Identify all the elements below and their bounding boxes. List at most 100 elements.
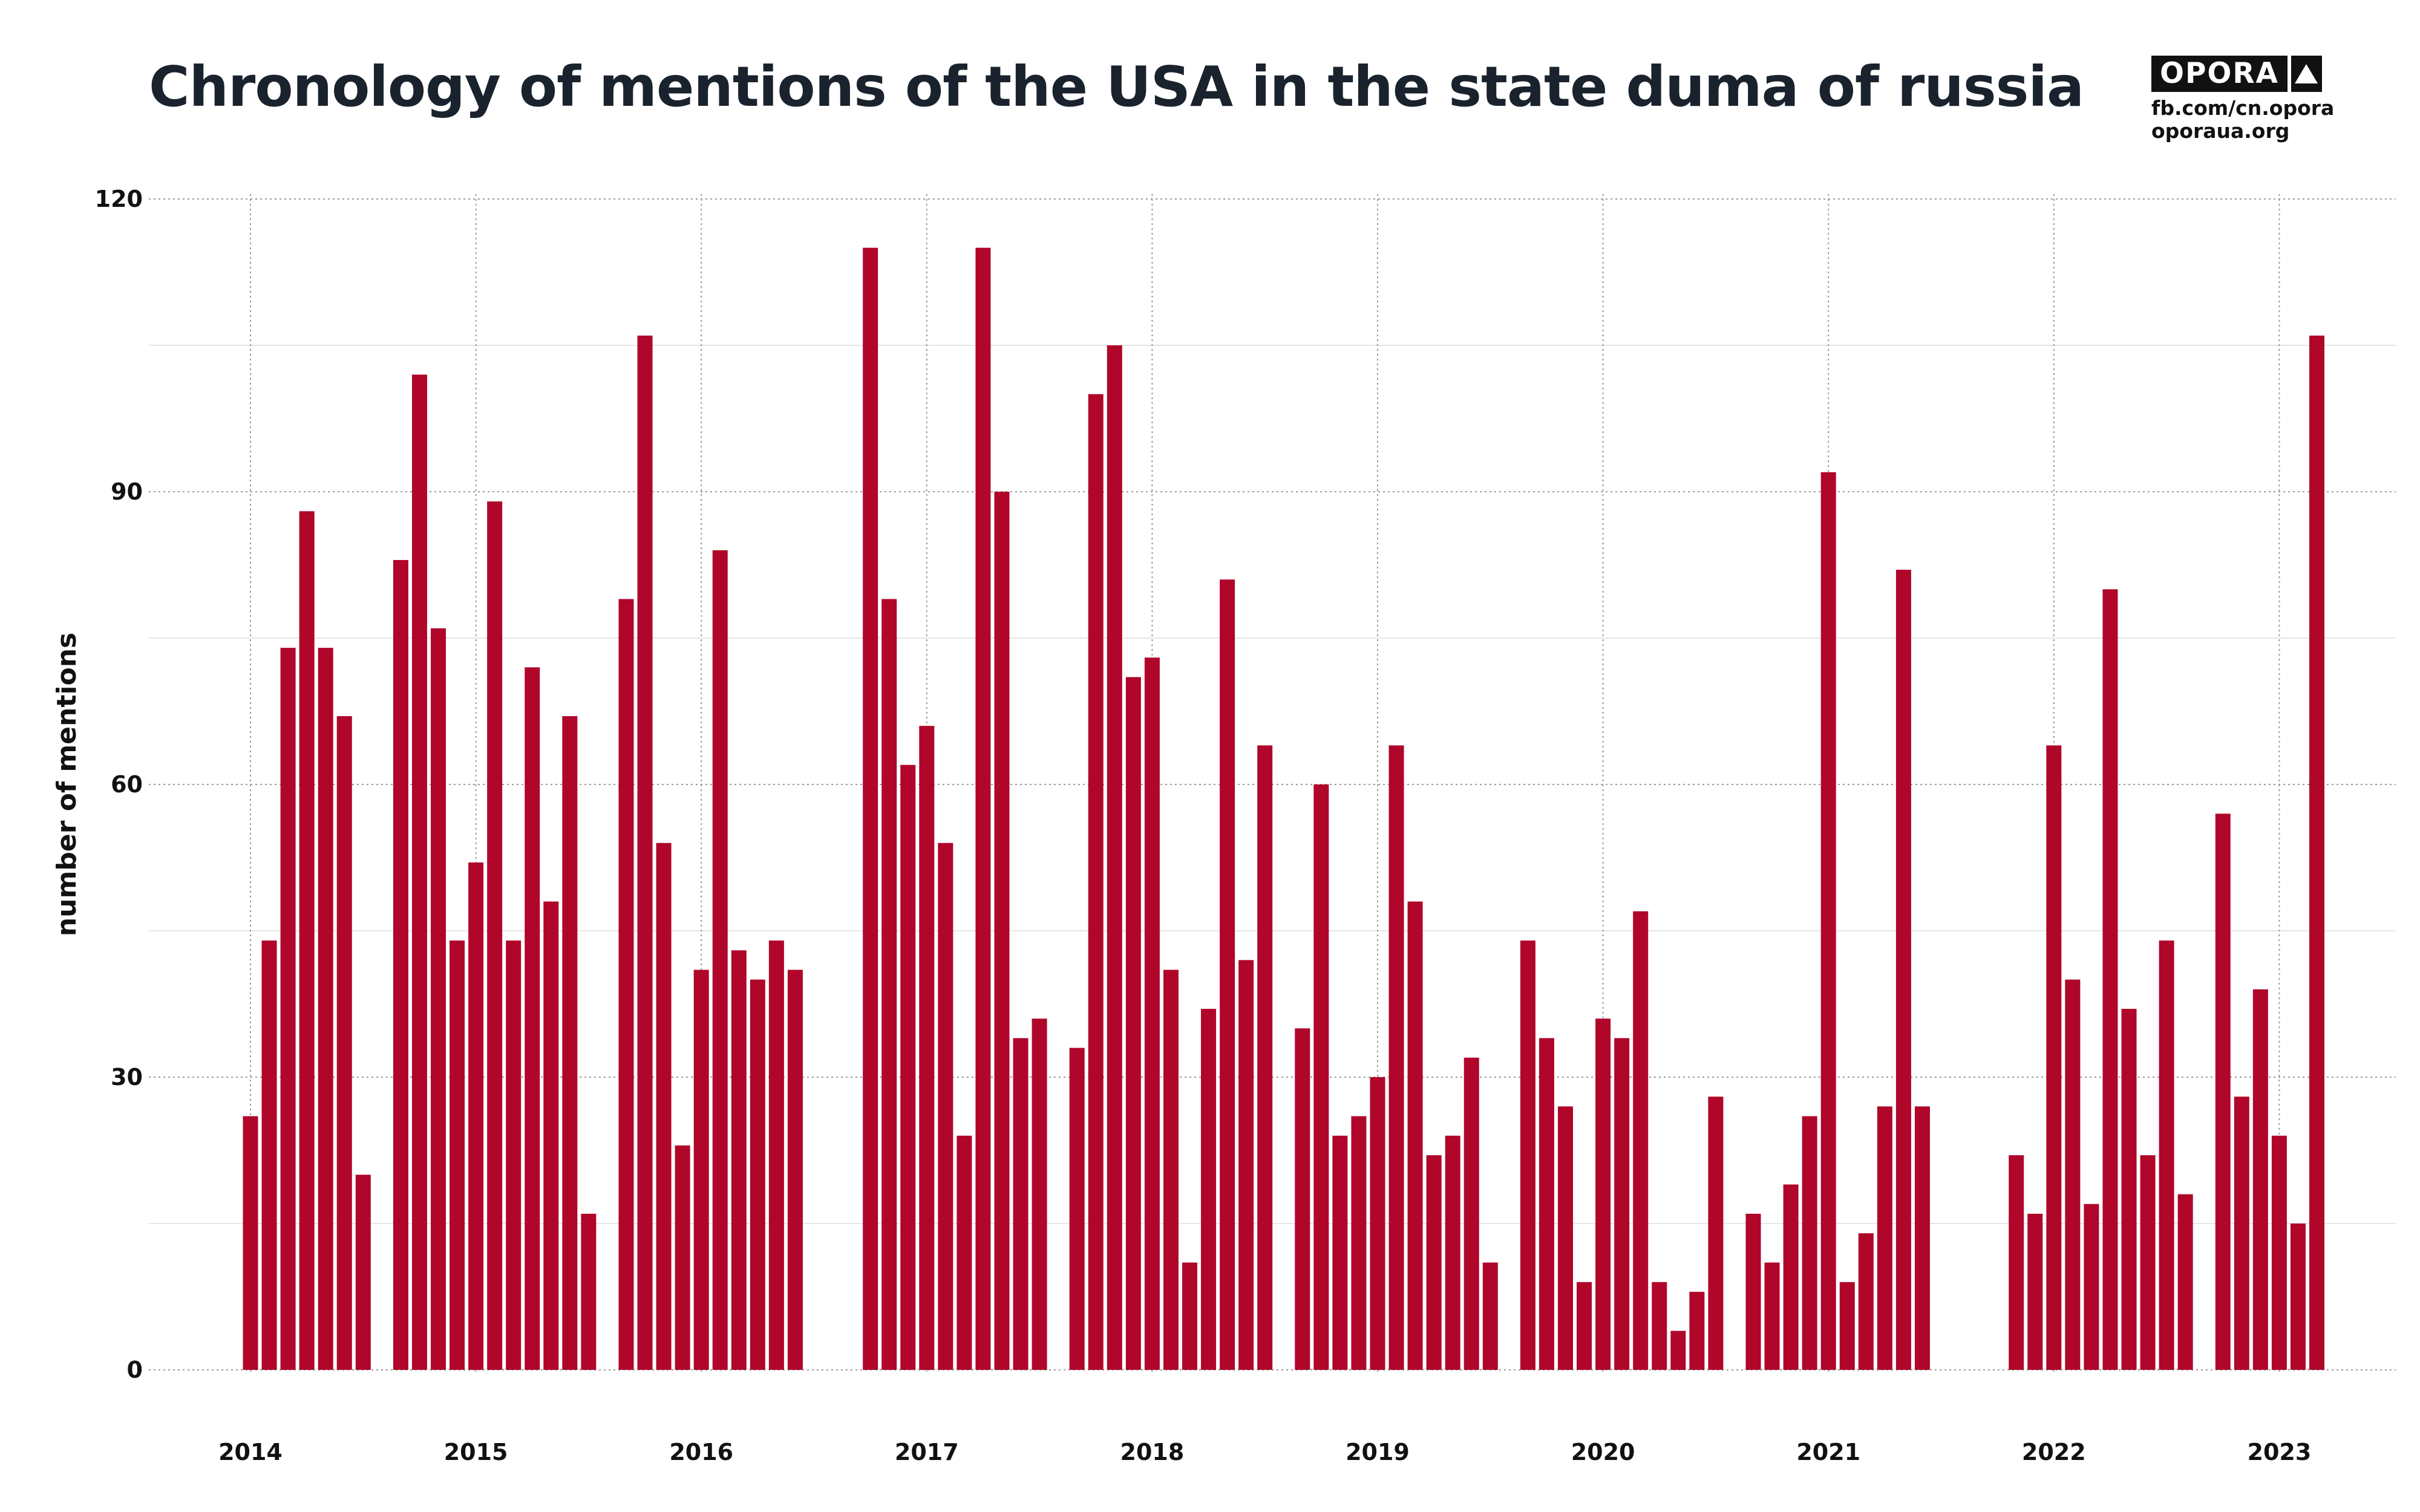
bar (1689, 1291, 1705, 1370)
bar (1013, 1038, 1028, 1370)
bar (261, 940, 277, 1370)
bar (637, 335, 653, 1370)
bar (2084, 1204, 2099, 1370)
y-tick-label: 90 (111, 478, 143, 505)
bar (243, 1116, 258, 1370)
bar (1407, 901, 1423, 1370)
bar (1332, 1135, 1348, 1370)
x-tick-label: 2016 (669, 1439, 733, 1465)
bar (1558, 1106, 1573, 1370)
bar (2290, 1224, 2306, 1370)
x-tick-label: 2022 (2022, 1439, 2086, 1465)
bar (787, 969, 803, 1370)
bar (1745, 1213, 1761, 1370)
bar (1125, 677, 1141, 1370)
y-tick-label: 0 (127, 1357, 143, 1383)
bar (1764, 1262, 1780, 1370)
y-tick-label: 30 (111, 1064, 143, 1090)
bar (881, 599, 897, 1370)
bar (1633, 911, 1649, 1370)
y-axis-ticks: 0 30 60 90 120 (95, 186, 143, 1383)
bar (1313, 784, 1329, 1370)
bar (768, 940, 784, 1370)
bar (1088, 394, 1104, 1370)
bar (468, 862, 484, 1370)
x-axis-ticks: 2014 2015 2016 2017 2018 2019 2020 2021 2022 2023 (218, 1439, 2311, 1465)
bar (336, 716, 352, 1370)
bar (393, 559, 408, 1370)
bar (299, 511, 315, 1370)
bar (2065, 979, 2081, 1370)
bar (1370, 1077, 1385, 1370)
bar (863, 247, 878, 1370)
bar (1482, 1262, 1498, 1370)
bar (1201, 1009, 1217, 1370)
bar (487, 501, 503, 1370)
bar (2252, 989, 2268, 1370)
bar (712, 550, 728, 1370)
bar (2102, 589, 2118, 1370)
triangle-icon (2291, 56, 2322, 92)
bar (1914, 1106, 1930, 1370)
bar (2271, 1135, 2287, 1370)
logo-links: fb.com/cn.opora oporaua.org (2151, 96, 2335, 143)
x-tick-label: 2021 (1796, 1439, 1860, 1465)
bar (1220, 579, 1235, 1370)
y-axis-label: number of mentions (51, 633, 82, 936)
bar (2046, 745, 2062, 1370)
logo-facebook-link: fb.com/cn.opora (2151, 96, 2335, 120)
bar (1820, 472, 1836, 1370)
bar (411, 374, 427, 1370)
bar (543, 901, 559, 1370)
bar (280, 648, 296, 1370)
bar (1351, 1116, 1367, 1370)
bar (2009, 1155, 2024, 1370)
bar (318, 648, 333, 1370)
bar (994, 492, 1010, 1370)
logo-mark: OPORA (2151, 56, 2322, 92)
bar (2159, 940, 2174, 1370)
bar (1652, 1282, 1667, 1370)
x-tick-label: 2020 (1571, 1439, 1635, 1465)
bar (731, 950, 747, 1370)
x-tick-label: 2017 (895, 1439, 959, 1465)
bar (1388, 745, 1404, 1370)
bar (1839, 1282, 1855, 1370)
x-tick-label: 2019 (1346, 1439, 1410, 1465)
bar (1426, 1155, 1442, 1370)
bar (1520, 940, 1535, 1370)
bar (1539, 1038, 1554, 1370)
bar (525, 667, 540, 1370)
bar (1802, 1116, 1817, 1370)
y-tick-label: 60 (111, 771, 143, 798)
chart-title: Chronology of mentions of the USA in the… (149, 54, 2084, 119)
bar (2027, 1213, 2043, 1370)
bar (431, 628, 446, 1370)
bar (506, 940, 522, 1370)
bar (2121, 1009, 2137, 1370)
bar (1144, 657, 1160, 1370)
bar (1032, 1018, 1047, 1370)
bar (1614, 1038, 1630, 1370)
bar (1107, 345, 1122, 1370)
chart-bars (243, 247, 2324, 1370)
bar (1858, 1233, 1874, 1370)
bar (2140, 1155, 2156, 1370)
bar (693, 969, 709, 1370)
bar (2309, 335, 2324, 1370)
bar (355, 1175, 371, 1370)
bar (750, 979, 765, 1370)
bar (1069, 1048, 1085, 1370)
bar (1295, 1028, 1310, 1370)
bar (1163, 969, 1179, 1370)
bar (1238, 960, 1254, 1370)
bar (1708, 1097, 1724, 1370)
bar (1595, 1018, 1611, 1370)
bar (1895, 570, 1911, 1370)
bar (919, 726, 935, 1370)
bar (618, 599, 634, 1370)
bar (562, 716, 578, 1370)
bar (1445, 1135, 1460, 1370)
bar (675, 1145, 690, 1370)
